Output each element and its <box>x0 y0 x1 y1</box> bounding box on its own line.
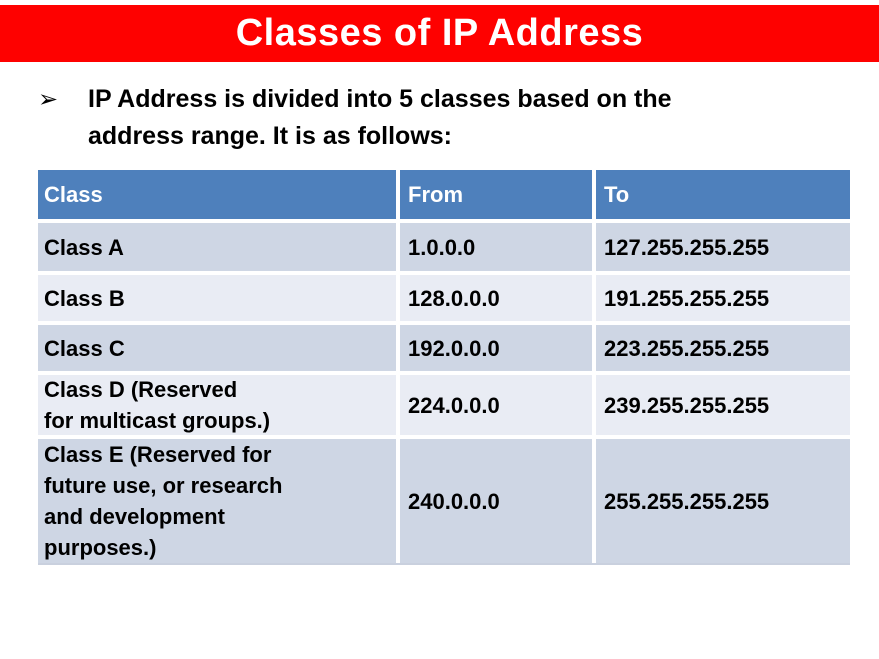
table-row-class-a: Class A 1.0.0.0 127.255.255.255 <box>38 219 850 271</box>
table-row-class-c: Class C 192.0.0.0 223.255.255.255 <box>38 321 850 371</box>
cell-from: 224.0.0.0 <box>400 375 596 435</box>
cell-from: 240.0.0.0 <box>400 439 596 563</box>
cell-to: 223.255.255.255 <box>596 325 850 371</box>
column-header-from: From <box>400 170 596 219</box>
cell-to: 191.255.255.255 <box>596 275 850 321</box>
intro-bullet: ➢ IP Address is divided into 5 classes b… <box>38 81 838 155</box>
cell-from: 1.0.0.0 <box>400 223 596 271</box>
arrow-bullet-icon: ➢ <box>38 86 59 113</box>
cell-to: 255.255.255.255 <box>596 439 850 563</box>
cell-class: Class B <box>38 275 400 321</box>
cell-class: Class E (Reserved for future use, or res… <box>38 439 400 563</box>
table-header-row: Class From To <box>38 170 850 219</box>
cell-class: Class A <box>38 223 400 271</box>
column-header-to: To <box>596 170 850 219</box>
ip-address-classes-table: Class From To Class A 1.0.0.0 127.255.25… <box>38 170 850 565</box>
intro-bullet-text: IP Address is divided into 5 classes bas… <box>88 85 672 150</box>
cell-class: Class C <box>38 325 400 371</box>
column-header-class: Class <box>38 170 400 219</box>
title-bar: Classes of IP Address <box>0 5 879 62</box>
cell-from: 128.0.0.0 <box>400 275 596 321</box>
table-row-class-b: Class B 128.0.0.0 191.255.255.255 <box>38 271 850 321</box>
cell-class: Class D (Reserved for multicast groups.) <box>38 375 400 435</box>
table-row-class-d: Class D (Reserved for multicast groups.)… <box>38 371 850 435</box>
cell-to: 127.255.255.255 <box>596 223 850 271</box>
cell-from: 192.0.0.0 <box>400 325 596 371</box>
page-title: Classes of IP Address <box>235 12 644 54</box>
table-row-class-e: Class E (Reserved for future use, or res… <box>38 435 850 565</box>
cell-to: 239.255.255.255 <box>596 375 850 435</box>
